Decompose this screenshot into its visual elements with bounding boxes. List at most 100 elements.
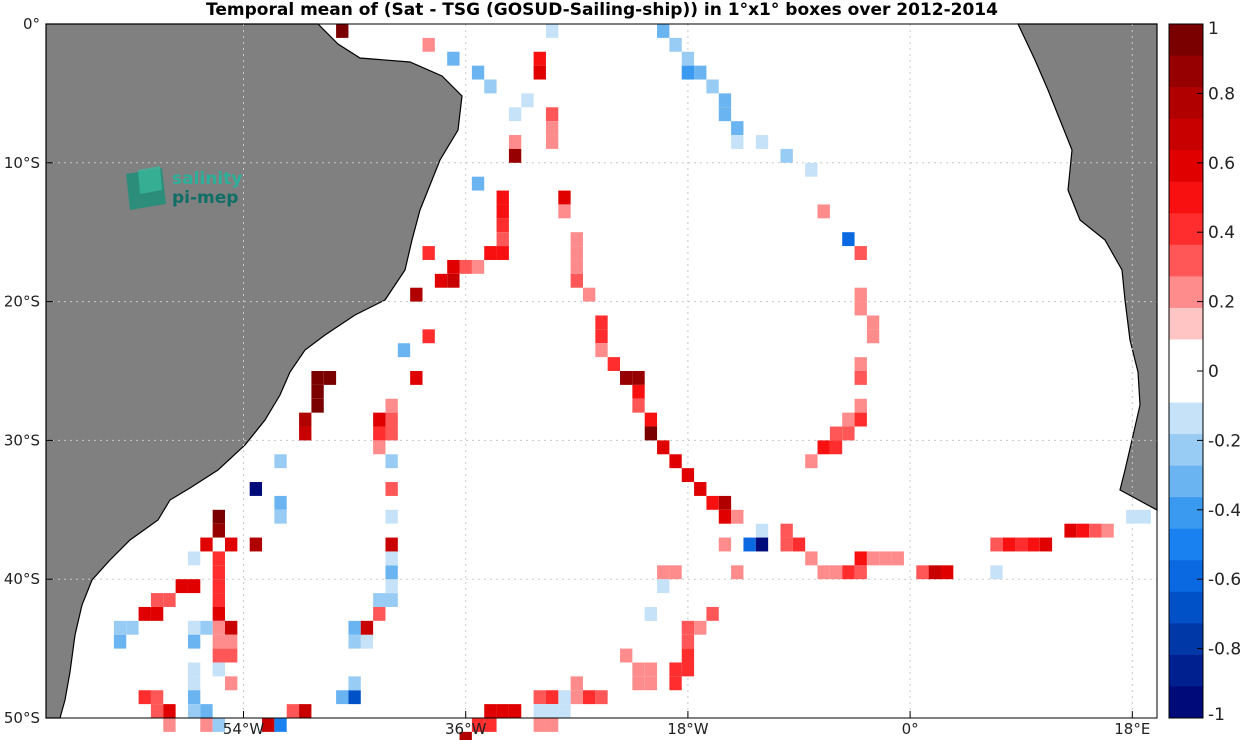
heatmap-cell (274, 495, 287, 510)
heatmap-cell (422, 329, 435, 344)
heatmap-cell (496, 232, 509, 247)
heatmap-cell (669, 662, 682, 677)
heatmap-cell (595, 690, 608, 705)
heatmap-cell (632, 676, 645, 691)
heatmap-cell (718, 93, 732, 108)
heatmap-cell (558, 190, 571, 205)
heatmap-cell (533, 718, 546, 732)
heatmap-cell (817, 565, 830, 580)
heatmap-cell (385, 593, 398, 607)
heatmap-cell (521, 93, 534, 108)
heatmap-cell (694, 482, 707, 496)
heatmap-cell (348, 620, 361, 635)
longitude-labels: 54°W 36°W 18°W 0° 18°E (223, 711, 1150, 738)
heatmap-cell (212, 523, 225, 538)
colorbar-segments (1169, 24, 1203, 719)
heatmap-cell (558, 690, 571, 705)
logo-line2: pi-mep (172, 188, 238, 208)
heatmap-cell (879, 551, 892, 566)
heatmap-cell (755, 523, 769, 538)
colorbar-segment (1169, 24, 1203, 57)
heatmap-cell (150, 606, 164, 621)
heatmap-cell (681, 662, 695, 677)
heatmap-cell (299, 412, 312, 427)
heatmap-cell (842, 426, 855, 441)
heatmap-cell (459, 259, 472, 274)
heatmap-cell (620, 648, 633, 663)
colorbar-segment (1169, 181, 1203, 214)
heatmap-cell (570, 676, 583, 691)
heatmap-cell (150, 704, 164, 718)
map-title: Temporal mean of (Sat - TSG (GOSUD-Saili… (206, 0, 998, 20)
colorbar-segment (1169, 560, 1203, 593)
heatmap-cell (681, 620, 695, 635)
africa-land (1017, 23, 1158, 512)
heatmap-cell (644, 412, 658, 427)
heatmap-cell (595, 315, 608, 330)
heatmap-cell (348, 676, 361, 691)
colorbar: 1 0.8 0.6 0.4 0.2 0 -0.2 -0.4 -0.6 -0.8 -1 (1168, 19, 1240, 725)
lon-tick-label: 54°W (223, 720, 265, 738)
heatmap-cell (533, 690, 546, 705)
heatmap-cell (1126, 509, 1139, 524)
colorbar-segment (1169, 497, 1203, 530)
heatmap-cell (187, 579, 201, 594)
heatmap-cell (447, 51, 460, 66)
heatmap-cell (545, 690, 559, 705)
heatmap-cells (113, 24, 1151, 740)
heatmap-cell (187, 551, 201, 566)
heatmap-cell (854, 551, 867, 566)
lat-tick-label: 10°S (4, 154, 40, 172)
colorbar-segment (1169, 528, 1203, 561)
logo-line1: salinity (172, 169, 242, 189)
heatmap-cell (410, 287, 423, 302)
heatmap-cell (471, 718, 485, 732)
heatmap-cell (249, 537, 263, 552)
colorbar-segment (1169, 654, 1203, 687)
heatmap-cell (1027, 537, 1040, 552)
map-frame (45, 23, 1158, 719)
heatmap-cell (681, 634, 695, 649)
colorbar-segment (1169, 591, 1203, 624)
heatmap-cell (805, 551, 818, 566)
heatmap-cell (1002, 537, 1016, 552)
heatmap-cell (644, 662, 658, 677)
heatmap-cell (582, 690, 596, 705)
heatmap-cell (780, 523, 793, 538)
heatmap-cell (718, 509, 732, 524)
heatmap-cell (360, 620, 374, 635)
heatmap-cell (212, 565, 225, 580)
heatmap-cell (866, 551, 880, 566)
heatmap-cell (731, 121, 744, 136)
heatmap-cell (792, 537, 806, 552)
map-area: salinity pi-mep (45, 23, 1158, 740)
heatmap-cell (336, 24, 349, 38)
heatmap-cell (496, 246, 509, 260)
colorbar-segment (1169, 244, 1203, 277)
heatmap-cell (373, 593, 386, 607)
heatmap-cell (866, 329, 880, 344)
heatmap-cell (545, 121, 559, 136)
heatmap-cell (187, 690, 201, 705)
colorbar-segment (1169, 55, 1203, 88)
lat-tick-label: 40°S (4, 570, 40, 588)
logo-cube-front (138, 166, 162, 194)
heatmap-cell (657, 579, 670, 594)
heatmap-cell (928, 565, 941, 580)
heatmap-cell (829, 565, 843, 580)
heatmap-cell (360, 634, 374, 649)
heatmap-cell (854, 398, 867, 413)
heatmap-cell (373, 440, 386, 455)
heatmap-cell (780, 148, 793, 163)
colorbar-tick-label: 0.2 (1208, 293, 1235, 313)
heatmap-cell (644, 426, 658, 441)
heatmap-cell (187, 662, 201, 677)
heatmap-cell (212, 620, 225, 635)
heatmap-cell (212, 634, 225, 649)
heatmap-cell (385, 412, 398, 427)
heatmap-cell (249, 482, 263, 496)
colorbar-tick-label: -0.2 (1208, 431, 1240, 451)
colorbar-segment (1169, 434, 1203, 467)
heatmap-cell (434, 273, 448, 288)
